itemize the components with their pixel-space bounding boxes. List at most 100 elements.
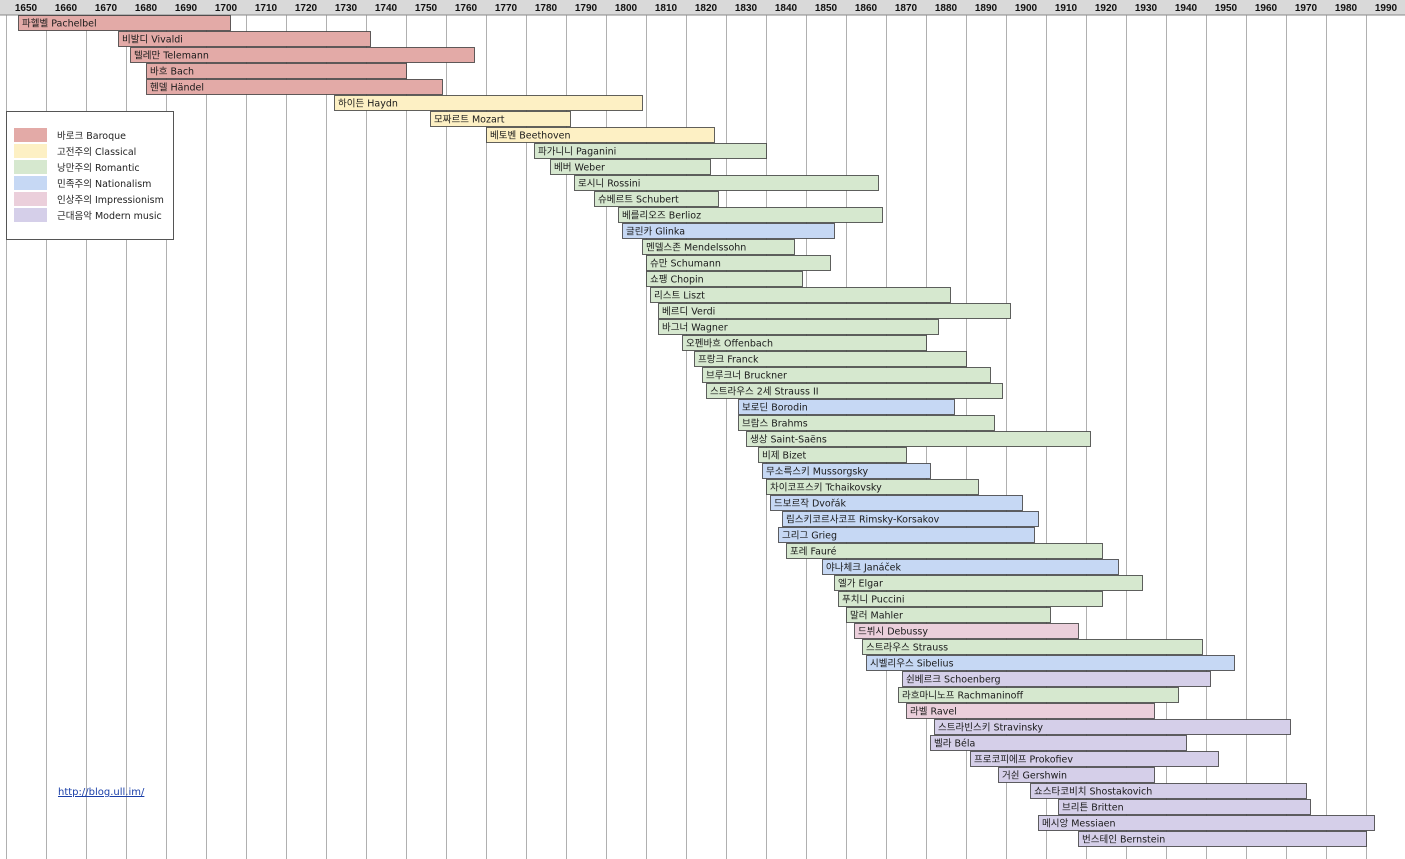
year-tick-label: 1720 bbox=[295, 3, 318, 14]
composer-bar-label: 쇼팽 Chopin bbox=[650, 275, 704, 286]
legend-label-modern: 근대음악 Modern music bbox=[57, 211, 162, 222]
composer-bar-label: 모짜르트 Mozart bbox=[434, 115, 505, 126]
composer-bar-row: 헨델 Händel bbox=[146, 79, 443, 95]
composer-bar-label: 드뷔시 Debussy bbox=[858, 627, 928, 638]
year-tick-label: 1660 bbox=[55, 3, 78, 14]
composer-bar-row: 슈베르트 Schubert bbox=[594, 191, 719, 207]
composer-bar bbox=[902, 671, 1211, 687]
year-tick-label: 1750 bbox=[415, 3, 438, 14]
composer-bar-row: 생상 Saint-Saëns bbox=[746, 431, 1091, 447]
year-tick-label: 1830 bbox=[735, 3, 758, 14]
composer-bar-label: 비제 Bizet bbox=[762, 451, 806, 462]
composer-bar bbox=[1078, 831, 1367, 847]
composer-bar bbox=[658, 319, 939, 335]
year-tick-label: 1900 bbox=[1015, 3, 1038, 14]
composer-bar bbox=[930, 735, 1187, 751]
composer-bar-row: 비제 Bizet bbox=[758, 447, 907, 463]
composer-bar-label: 프랑크 Franck bbox=[698, 354, 759, 366]
composer-bar-label: 벨라 Béla bbox=[934, 739, 975, 750]
composer-bar-row: 바흐 Bach bbox=[146, 63, 407, 79]
composer-bar-label: 거쉰 Gershwin bbox=[1002, 771, 1067, 782]
composer-bar-row: 엘가 Elgar bbox=[834, 575, 1143, 591]
legend-label-impressionism: 인상주의 Impressionism bbox=[57, 195, 164, 206]
legend-item-classical: 고전주의 Classical bbox=[14, 143, 136, 159]
composer-bar-row: 파가니니 Paganini bbox=[534, 143, 767, 159]
composer-bar-label: 스트라빈스키 Stravinsky bbox=[938, 723, 1043, 734]
composer-bar-row: 베를리오즈 Berlioz bbox=[618, 207, 883, 223]
legend-item-romantic: 낭만주의 Romantic bbox=[14, 159, 140, 175]
composer-bar-label: 파가니니 Paganini bbox=[538, 147, 616, 158]
composer-bar-row: 메시앙 Messiaen bbox=[1038, 815, 1375, 831]
legend-swatch-baroque bbox=[14, 128, 47, 142]
legend-item-impressionism: 인상주의 Impressionism bbox=[14, 191, 164, 207]
composer-bar-row: 스트라우스 Strauss bbox=[862, 639, 1203, 655]
year-tick-label: 1670 bbox=[95, 3, 118, 14]
composer-bar bbox=[650, 287, 951, 303]
composer-bar-row: 벨라 Béla bbox=[930, 735, 1187, 751]
composer-bar-label: 슈만 Schumann bbox=[650, 259, 721, 270]
composer-bar bbox=[574, 175, 879, 191]
year-tick-label: 1800 bbox=[615, 3, 638, 14]
year-tick-label: 1680 bbox=[135, 3, 158, 14]
year-tick-label: 1890 bbox=[975, 3, 998, 14]
composer-bar-label: 생상 Saint-Saëns bbox=[750, 435, 827, 446]
composer-bar-label: 스트라우스 Strauss bbox=[866, 643, 948, 654]
composer-bar-row: 프랑크 Franck bbox=[694, 351, 967, 367]
composer-bar-label: 브루크너 Bruckner bbox=[706, 371, 787, 382]
composer-bar-row: 거쉰 Gershwin bbox=[998, 767, 1155, 783]
composer-bar-label: 번스테인 Bernstein bbox=[1082, 835, 1165, 846]
year-tick-label: 1840 bbox=[775, 3, 798, 14]
composer-bar-label: 보로딘 Borodin bbox=[742, 403, 808, 414]
composer-bar bbox=[146, 79, 443, 95]
composer-bar-label: 헨델 Händel bbox=[150, 82, 204, 94]
composer-bar-label: 멘델스존 Mendelssohn bbox=[646, 242, 746, 254]
composer-bar-row: 파헬벨 Pachelbel bbox=[18, 15, 231, 31]
year-axis: 1650 1660 1670 1680 1690 1700 1710 1720 1730 1740… bbox=[0, 0, 1405, 16]
composer-bar-label: 바흐 Bach bbox=[150, 67, 194, 78]
composer-bar-label: 로시니 Rossini bbox=[578, 179, 640, 190]
composer-bar bbox=[934, 719, 1291, 735]
year-tick-label: 1940 bbox=[1175, 3, 1198, 14]
composer-bar-label: 차이코프스키 Tchaikovsky bbox=[770, 482, 882, 494]
composer-bar-row: 말러 Mahler bbox=[846, 607, 1051, 623]
composer-bar bbox=[1030, 783, 1307, 799]
composer-bar-row: 야나체크 Janáček bbox=[822, 559, 1119, 575]
year-tick-label: 1880 bbox=[935, 3, 958, 14]
composer-bar bbox=[534, 143, 767, 159]
composer-bar bbox=[770, 495, 1023, 511]
year-tick-label: 1950 bbox=[1215, 3, 1238, 14]
blog-link[interactable]: http://blog.ull.im/ bbox=[58, 787, 145, 798]
year-tick-label: 1700 bbox=[215, 3, 238, 14]
year-tick-label: 1810 bbox=[655, 3, 678, 14]
composer-bar bbox=[970, 751, 1219, 767]
composer-bar-row: 베버 Weber bbox=[550, 159, 711, 175]
legend-item-nationalism: 민족주의 Nationalism bbox=[14, 175, 151, 191]
composer-bar-row: 모짜르트 Mozart bbox=[430, 111, 571, 127]
legend-swatch-nationalism bbox=[14, 176, 47, 190]
composer-bar-label: 베르디 Verdi bbox=[662, 307, 715, 318]
composer-bar bbox=[834, 575, 1143, 591]
composer-bar bbox=[702, 367, 991, 383]
composer-bar bbox=[550, 159, 711, 175]
year-tick-label: 1970 bbox=[1295, 3, 1318, 14]
composer-bar-label: 야나체크 Janáček bbox=[826, 563, 902, 574]
legend-item-baroque: 바로크 Baroque bbox=[14, 127, 126, 143]
year-tick-label: 1710 bbox=[255, 3, 278, 14]
legend-swatch-modern bbox=[14, 208, 47, 222]
composer-bar-label: 쉰베르크 Schoenberg bbox=[906, 675, 1001, 686]
composer-bar-label: 프로코피에프 Prokofiev bbox=[974, 755, 1073, 766]
composer-bar-row: 로시니 Rossini bbox=[574, 175, 879, 191]
composer-bar-label: 푸치니 Puccini bbox=[842, 594, 905, 606]
composer-bar-label: 시벨리우스 Sibelius bbox=[870, 659, 954, 670]
composer-bar-label: 베를리오즈 Berlioz bbox=[622, 211, 701, 222]
composer-bar-row: 리스트 Liszt bbox=[650, 287, 951, 303]
composer-bar-row: 라벨 Ravel bbox=[906, 703, 1155, 719]
composer-bar bbox=[854, 623, 1079, 639]
composer-bar-label: 림스키코르사코프 Rimsky-Korsakov bbox=[786, 514, 940, 526]
composer-bar-row: 바그너 Wagner bbox=[658, 319, 939, 335]
composer-bar bbox=[746, 431, 1091, 447]
composer-bar-row: 브리튼 Britten bbox=[1058, 799, 1311, 815]
year-tick-label: 1870 bbox=[895, 3, 918, 14]
composer-bar bbox=[594, 191, 719, 207]
